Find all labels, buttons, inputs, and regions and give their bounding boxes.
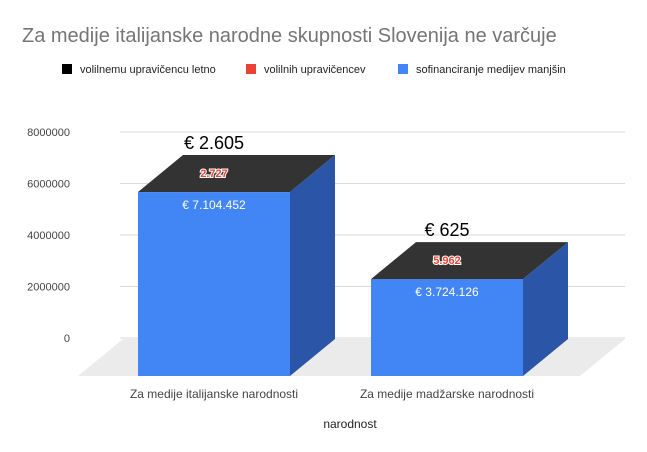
- data-label: € 2.605: [184, 133, 244, 153]
- data-label: 2.727: [200, 168, 228, 180]
- legend-swatch: [398, 64, 408, 74]
- data-label: 5.962: [433, 255, 461, 267]
- bar-top: [138, 155, 335, 193]
- data-label: € 7.104.452: [182, 198, 246, 212]
- data-label: € 625: [424, 220, 469, 240]
- y-axis: 0 2000000 4000000 6000000 8000000: [27, 127, 70, 345]
- x-axis: Za medije italijanske narodnosti Za medij…: [130, 387, 534, 401]
- legend-label: volilnemu upravičencu letno: [80, 64, 216, 76]
- legend-label: volilnih upravičencev: [264, 64, 366, 76]
- legend-label: sofinanciranje medijev manjšin: [416, 64, 566, 76]
- data-label: € 3.724.126: [415, 285, 479, 299]
- y-tick-label: 2000000: [27, 282, 70, 294]
- legend: volilnemu upravičencu letno volilnih upra…: [62, 64, 566, 76]
- bar-side: [290, 155, 335, 376]
- y-tick-label: 6000000: [27, 179, 70, 191]
- bars: € 2.605 2.727 € 7.104.452 € 625 5.962 € 3.724…: [138, 133, 568, 376]
- bar-front: [138, 192, 290, 376]
- bar-top: [371, 242, 568, 280]
- y-tick-label: 8000000: [27, 127, 70, 139]
- bar-group: € 2.605 2.727 € 7.104.452: [138, 133, 335, 376]
- bar-group: € 625 5.962 € 3.724.126: [371, 220, 568, 376]
- bar-front: [371, 279, 523, 376]
- x-tick-label: Za medije madžarske narodnosti: [360, 387, 534, 401]
- x-axis-title: narodnost: [323, 417, 377, 431]
- bar-side: [523, 242, 568, 376]
- legend-swatch: [246, 64, 256, 74]
- legend-swatch: [62, 64, 72, 74]
- y-tick-label: 0: [64, 333, 70, 345]
- chart-title: Za medije italijanske narodne skupnosti …: [22, 25, 557, 47]
- x-tick-label: Za medije italijanske narodnosti: [130, 387, 298, 401]
- y-tick-label: 4000000: [27, 230, 70, 242]
